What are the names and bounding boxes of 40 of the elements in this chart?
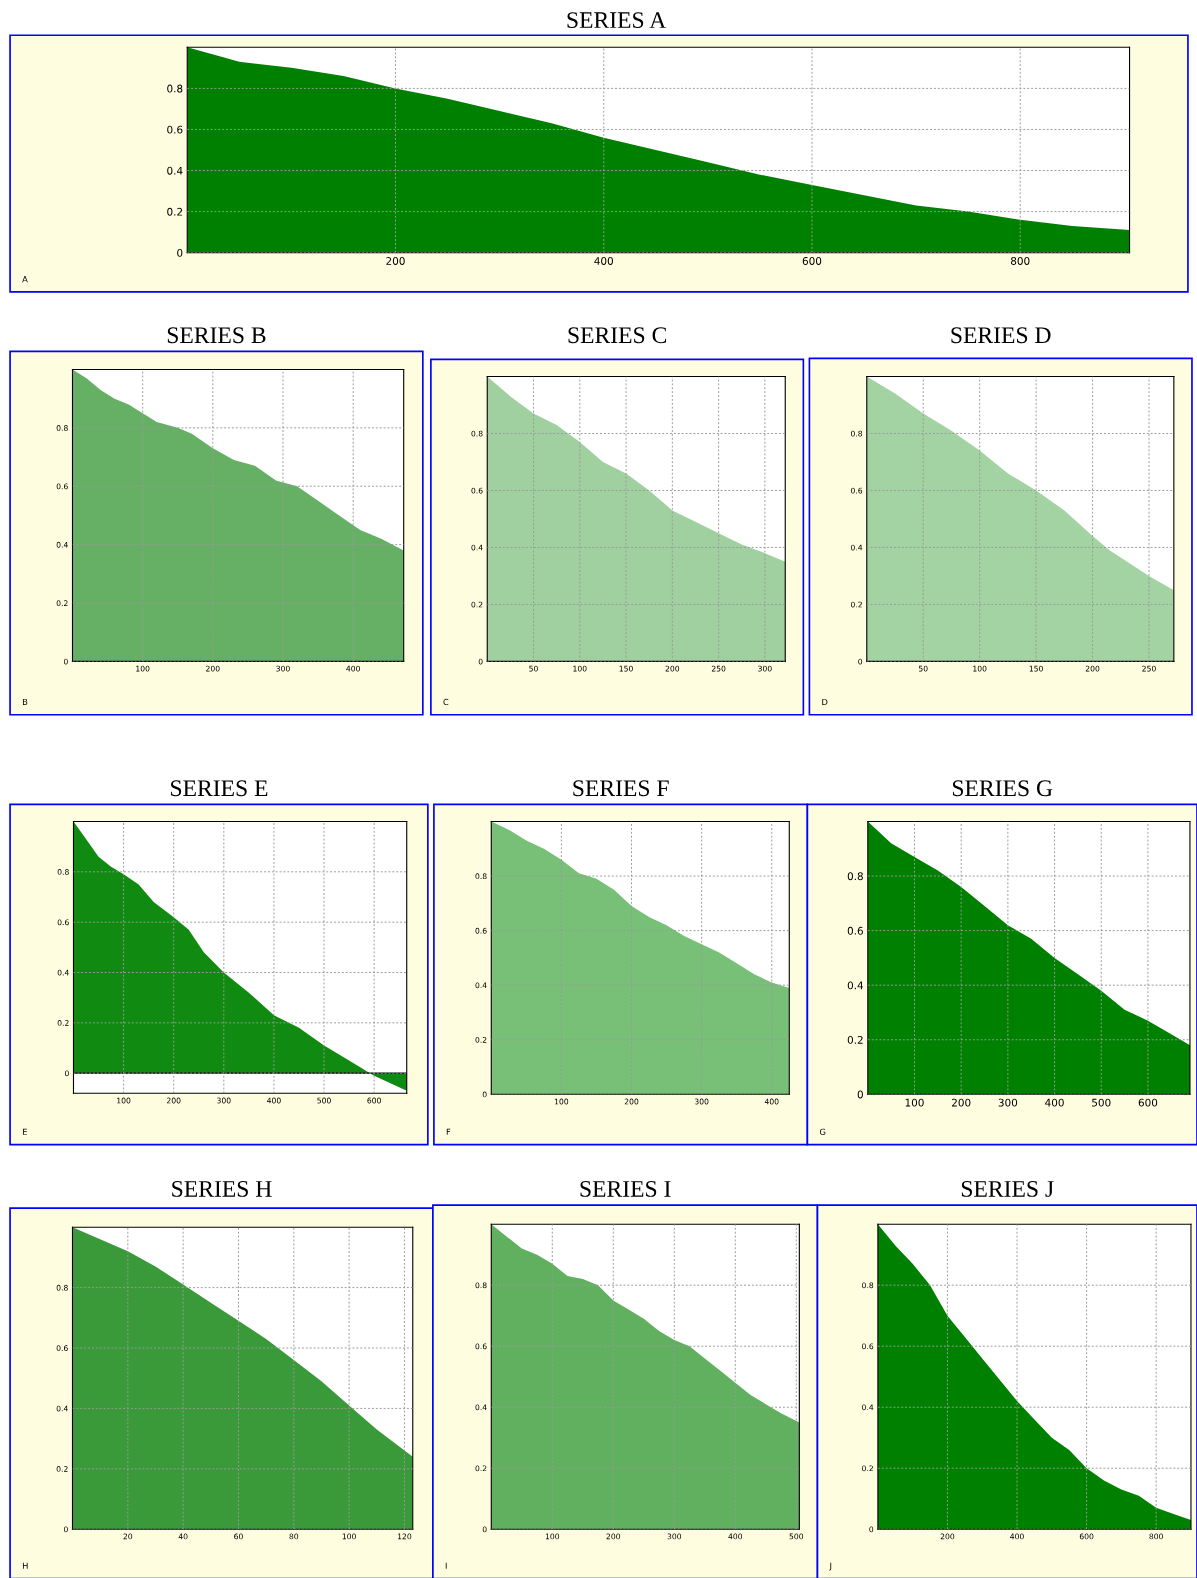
chart-title: SERIES A [567, 12, 667, 29]
chart-title: SERIES B [167, 327, 266, 344]
y-tick-label: 0.2 [167, 207, 183, 216]
y-tick-label: 0.4 [167, 166, 183, 175]
text: E [22, 1128, 27, 1135]
chart-title: SERIES G [952, 780, 1053, 797]
x-tick-label: 500 [1092, 1098, 1111, 1107]
x-tick-label: 200 [952, 1098, 971, 1107]
chart-title: SERIES H [172, 1181, 272, 1197]
x-tick-label: 800 [1010, 257, 1030, 265]
text: B [22, 698, 28, 705]
y-tick-label: 0.2 [847, 1035, 863, 1044]
y-tick-label: 0.8 [847, 872, 863, 881]
x-tick-label: 400 [1045, 1098, 1064, 1107]
y-tick-label: 0 [177, 248, 183, 257]
chart-title: SERIES F [573, 780, 669, 797]
x-tick-label: 100 [905, 1098, 924, 1107]
text: F [446, 1128, 451, 1135]
x-tick-label: 600 [802, 257, 822, 265]
y-tick-label: 0.8 [167, 84, 183, 93]
y-tick-label: 0.6 [167, 125, 183, 134]
chart-title: SERIES D [951, 327, 1051, 344]
text: A [22, 276, 28, 283]
x-tick-label: 200 [386, 257, 405, 265]
chart-title: SERIES C [568, 327, 667, 344]
y-tick-label: 0 [857, 1090, 863, 1099]
chart-title: SERIES I [580, 1181, 671, 1197]
y-tick-label: 0.4 [847, 981, 864, 990]
chart-title: SERIES J [961, 1181, 1054, 1197]
x-tick-label: 300 [998, 1098, 1018, 1107]
y-tick-label: 0.6 [847, 926, 863, 935]
text: I [445, 1562, 447, 1569]
text: D [822, 698, 828, 705]
x-tick-label: 400 [594, 257, 613, 265]
x-tick-label: 600 [1138, 1098, 1158, 1107]
text: G [819, 1128, 826, 1135]
text: H [22, 1562, 28, 1569]
text: C [443, 698, 449, 706]
text: J [829, 1562, 832, 1571]
chart-title: SERIES E [171, 780, 268, 797]
